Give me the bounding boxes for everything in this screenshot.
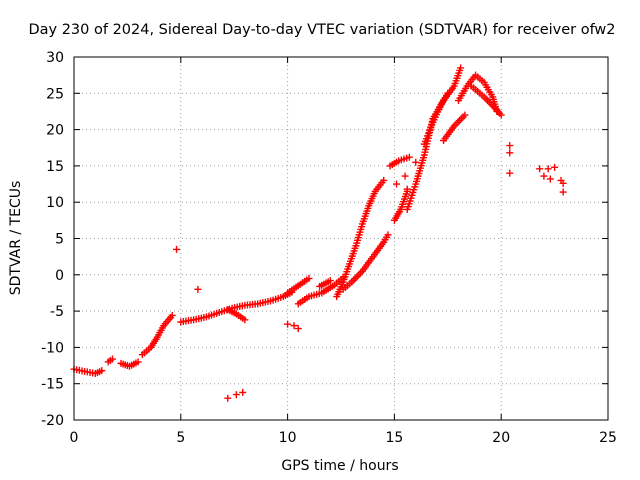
y-tick-label: 5: [55, 232, 64, 248]
chart-title: Day 230 of 2024, Sidereal Day-to-day VTE…: [28, 22, 615, 38]
y-tick-label: 10: [46, 195, 64, 211]
data-point: [497, 111, 505, 119]
x-tick-label: 10: [279, 430, 297, 446]
data-point: [98, 367, 106, 375]
y-tick-label: -20: [41, 413, 64, 429]
data-point: [506, 169, 514, 177]
data-point: [546, 175, 554, 183]
y-tick-label: 30: [46, 50, 64, 66]
data-point: [241, 316, 249, 324]
data-point: [393, 180, 401, 188]
data-point: [108, 355, 116, 363]
data-point: [173, 245, 181, 253]
data-point: [294, 325, 302, 333]
data-point: [457, 64, 465, 72]
data-point: [412, 158, 420, 166]
data-point: [232, 391, 240, 399]
data-point: [380, 176, 388, 184]
data-points: [70, 64, 567, 402]
data-point: [551, 163, 559, 171]
data-point: [305, 274, 313, 282]
data-point: [284, 320, 292, 328]
x-axis-label: GPS time / hours: [281, 458, 398, 474]
y-tick-label: 25: [46, 86, 64, 102]
data-point: [403, 185, 411, 193]
data-point: [506, 142, 514, 150]
data-point: [134, 358, 142, 366]
axis-ticks: 0 5 10 15 20 25 -20 -15 -10 -5 0 5 10 15 20 25 30: [41, 50, 617, 446]
x-tick-label: 5: [176, 430, 185, 446]
y-tick-label: -15: [41, 377, 64, 393]
x-tick-label: 25: [599, 430, 617, 446]
y-tick-label: 0: [55, 268, 64, 284]
data-point: [559, 188, 567, 196]
data-point: [405, 153, 413, 161]
data-point: [540, 172, 548, 180]
y-tick-label: 20: [46, 123, 64, 139]
data-point: [444, 89, 452, 97]
data-point: [168, 311, 176, 319]
x-tick-label: 0: [70, 430, 79, 446]
data-point: [194, 285, 202, 293]
data-point: [536, 165, 544, 173]
data-point: [401, 172, 409, 180]
data-point: [544, 165, 552, 173]
data-point: [326, 277, 334, 285]
y-axis-label: SDTVAR / TECUs: [8, 181, 24, 296]
data-point: [239, 388, 247, 396]
data-point: [384, 231, 392, 239]
data-point: [461, 111, 469, 119]
data-point: [290, 322, 298, 330]
grid: [74, 57, 608, 420]
x-tick-label: 20: [492, 430, 510, 446]
x-tick-label: 15: [385, 430, 403, 446]
y-tick-label: -10: [41, 340, 64, 356]
y-tick-label: 15: [46, 159, 64, 175]
y-tick-label: -5: [50, 304, 64, 320]
data-point: [559, 179, 567, 187]
data-point: [224, 394, 232, 402]
data-point: [506, 149, 514, 157]
